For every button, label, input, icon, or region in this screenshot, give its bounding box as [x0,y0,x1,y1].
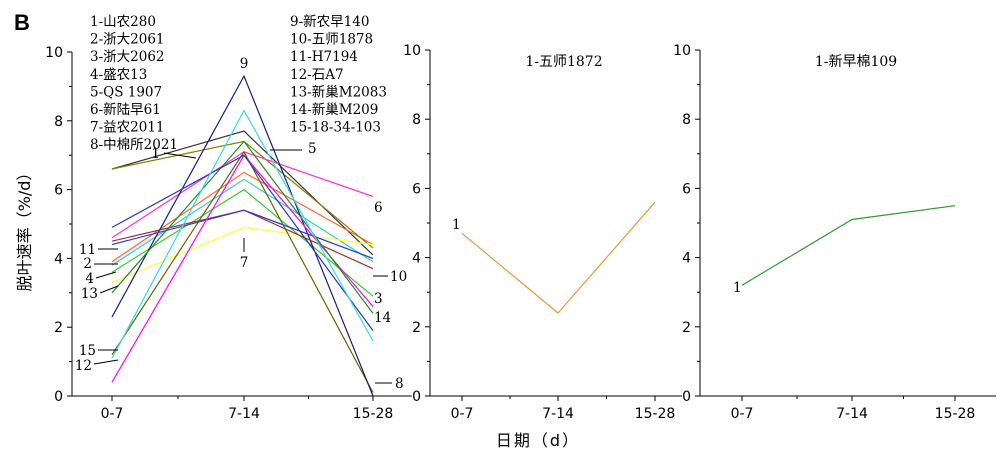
series-annotation-label: 12 [75,358,92,374]
annotation-leader [99,285,119,294]
series-annotation-label: 11 [79,242,96,258]
y-tick-label: 2 [54,320,63,336]
panel-3: 0 2 4 6 8 10 0-7 7-14 15-28 1-新早棉109 [673,43,996,422]
y-tick-label: 0 [682,389,691,405]
legend-entry: 7-益农2011 [90,120,165,136]
legend-entry: 9-新农早140 [290,14,369,30]
y-tick-label: 10 [403,43,421,59]
y-tick-label: 10 [673,43,691,59]
legend-entry: 3-浙大2062 [90,49,165,65]
legend-entry: 11-H7194 [290,49,358,65]
y-tick-label: 2 [682,320,691,336]
series-line-1 [461,201,656,314]
y-tick-label: 0 [54,389,63,405]
series-annotation-label: 8 [395,376,404,392]
series-line-13 [111,140,374,314]
legend-entry: 2-浙大2061 [90,32,165,48]
series-annotation-label: 10 [390,269,407,285]
legend-entry: 6-新陆早61 [90,102,161,118]
series-line-7 [111,226,374,284]
x-tick-label: 0-7 [101,406,124,422]
series-line-8 [111,150,374,393]
series-annotation-label: 1 [733,280,742,296]
legend-entry: 14-新巢M209 [290,102,378,118]
legend-entry: 1-山农280 [90,14,156,30]
series-line-3 [111,188,374,297]
series-annotation-label: 6 [374,200,383,216]
series-annotation-label: 5 [308,141,317,157]
series-annotation-label: 7 [240,255,249,271]
series-annotation-label: 1 [151,146,160,162]
annotation-leader [163,152,197,159]
series-annotation-label: 1 [452,217,461,233]
series-line-1 [741,205,956,286]
x-tick-label: 7-14 [836,406,868,422]
y-tick-label: 4 [682,251,691,267]
series-annotation-label: 13 [81,286,98,302]
legend-entry: 5-QS 1907 [90,84,162,100]
panel-label: B [14,10,30,35]
series-line-9 [111,74,374,397]
y-tick-label: 6 [682,181,691,197]
x-tick-label: 0-7 [451,406,474,422]
y-axis-title: 脱叶速率（%/d） [15,165,34,292]
series-annotation-label: 3 [374,291,383,307]
x-tick-label: 0-7 [731,406,754,422]
y-tick-label: 4 [54,251,63,267]
series-annotation-label: 4 [85,271,94,287]
legend-entry: 13-新巢M2083 [290,84,387,100]
y-tick-label: 10 [45,45,63,61]
annotation-leader [95,271,117,279]
series-line-2 [111,171,374,263]
panel-2: 0 2 4 6 8 10 0-7 7-14 15-28 1-五师1872 [403,43,682,422]
series-line-15 [111,109,374,359]
legend-entry: 10-五师1878 [290,32,373,48]
panel-title: 1-五师1872 [525,54,602,70]
y-tick-label: 8 [682,112,691,128]
panel-title: 1-新早棉109 [815,53,897,70]
x-tick-label: 7-14 [228,406,260,422]
x-tick-label: 15-28 [935,406,976,422]
x-tick-label: 15-28 [353,406,394,422]
series-annotation-label: 9 [240,56,249,72]
legend-entry: 4-盛农13 [90,67,147,83]
legend-entry: 15-18-34-103 [290,120,381,136]
y-tick-label: 4 [412,251,421,267]
series-line-1 [111,130,374,256]
y-tick-label: 2 [412,320,421,336]
y-tick-label: 0 [412,389,421,405]
y-tick-label: 6 [54,183,63,199]
x-axis-title: 日期（d） [496,431,580,450]
series-line-11 [111,209,374,259]
annotation-leader [93,359,119,365]
series-line-14 [111,154,374,331]
series-annotation-label: 2 [83,256,92,272]
legend-entry: 12-石A7 [290,67,344,83]
series-annotation-label: 14 [374,310,391,326]
x-tick-label: 15-28 [635,406,676,422]
y-tick-label: 8 [412,112,421,128]
y-tick-label: 8 [54,114,63,130]
legend-entry: 8-中棉所2021 [90,137,178,153]
series-line-6 [111,151,374,239]
y-tick-label: 6 [412,181,421,197]
series-annotation-label: 15 [79,343,96,359]
x-tick-label: 7-14 [542,406,574,422]
